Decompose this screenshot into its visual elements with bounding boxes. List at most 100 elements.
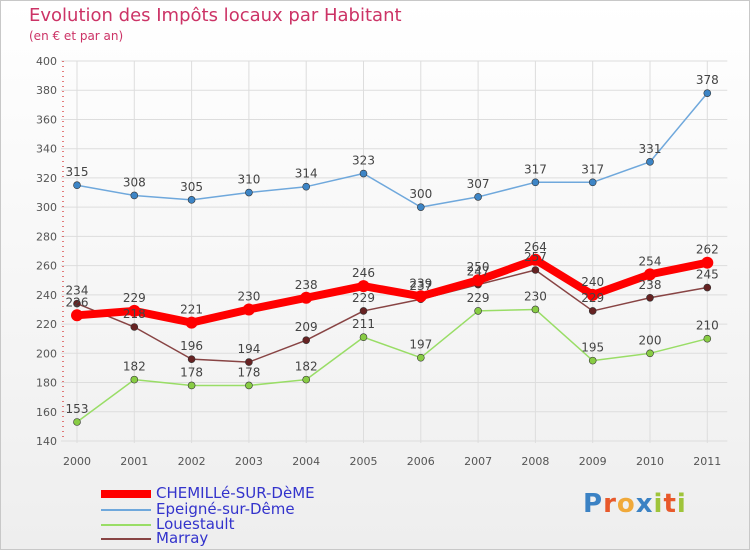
x-tick-label: 2005 [350,455,378,468]
data-label: 197 [409,338,432,352]
data-label: 234 [66,284,89,298]
logo-letter: o [616,489,636,519]
data-point [300,291,313,304]
logo-letter: t [663,489,677,519]
series-line [76,269,708,363]
y-tick-label: 220 [36,318,57,331]
legend-item-chemille: CHEMILLé-SUR-DèME [101,484,315,502]
data-label: 210 [696,319,719,333]
data-label: 323 [352,154,375,168]
x-tick-label: 2003 [235,455,263,468]
legend-label: Louestault [156,515,235,533]
data-point [73,418,81,426]
logo-letter: i [676,489,687,519]
data-label: 229 [352,291,375,305]
y-tick-label: 260 [36,260,57,273]
data-point [187,355,196,363]
data-label: 264 [524,240,547,254]
data-label: 300 [409,187,432,201]
y-tick-label: 340 [36,143,57,156]
x-tick-label: 2009 [579,455,607,468]
data-label: 257 [524,250,547,264]
chart-subtitle: (en € et par an) [29,29,124,43]
x-tick-label: 2002 [178,455,206,468]
data-label: 178 [180,365,203,379]
y-tick-label: 360 [36,113,57,126]
data-point [242,303,255,316]
series-line [76,92,708,208]
data-label: 305 [180,180,203,194]
data-point [187,196,196,204]
y-tick-label: 140 [36,435,57,448]
data-labels: 315 308 305 310 314 323 300 307 317 317 331 378 153 1… [66,73,719,416]
data-point [359,333,368,342]
data-point [187,381,196,390]
data-point [128,304,141,317]
line-chart: 140 160 180 200 220 240 260 280 300 320 340 360 380 4… [36,55,728,468]
legend-label: Epeigné-sur-Dême [156,500,295,518]
data-point [474,307,482,315]
data-label: 229 [581,291,604,305]
data-label: 221 [180,303,203,317]
data-point [646,293,654,302]
data-label: 247 [467,265,490,279]
data-label: 239 [409,276,432,290]
legend-item-marray: Marray [101,529,208,547]
y-tick-label: 180 [36,377,57,390]
data-label: 378 [696,73,719,87]
y-tick-label: 160 [36,406,57,419]
data-label: 211 [352,317,375,331]
data-label: 238 [295,278,318,292]
series-group [71,89,714,426]
logo-letter: P [583,489,604,519]
logo-letter: i [653,489,664,519]
proxiti-logo: Proxiti [583,489,687,519]
data-label: 195 [581,341,604,355]
x-tick-label: 2006 [407,455,435,468]
data-point [416,203,425,211]
data-label: 254 [639,254,662,268]
data-label: 200 [639,333,662,347]
data-label: 250 [467,260,490,274]
data-label: 308 [123,175,146,189]
data-label: 246 [352,266,375,280]
data-point [416,353,425,362]
data-label: 182 [123,360,146,374]
data-label: 153 [66,402,89,416]
series-line [76,308,708,423]
legend-item-louestault: Louestault [101,515,234,533]
x-tick-label: 2007 [464,455,492,468]
data-point [302,336,311,344]
legend-swatch [101,508,151,511]
data-point [302,182,311,191]
data-label: 229 [467,291,490,305]
legend-item-epeigne: Epeigné-sur-Dême [101,500,295,518]
logo-letter: r [603,489,617,519]
x-tick-label: 2001 [120,455,148,468]
data-label: 182 [295,360,318,374]
x-tick-label: 2010 [636,455,664,468]
data-point [302,375,311,384]
data-label: 331 [639,142,662,156]
x-tick-label: 2011 [693,455,721,468]
data-point [130,191,139,200]
y-tick-label: 300 [36,201,57,214]
data-point [73,299,81,308]
data-label: 194 [237,342,260,356]
y-tick-label: 200 [36,347,57,360]
data-point [531,178,540,187]
data-label: 178 [237,365,260,379]
data-point [703,334,712,343]
x-tick-label: 2004 [292,455,320,468]
y-tick-label: 380 [36,84,57,97]
legend-swatch [101,489,151,498]
data-point [474,193,482,201]
data-point [644,268,656,281]
grid [61,60,728,443]
data-label: 315 [66,165,89,179]
data-point [130,323,139,331]
data-label: 237 [409,279,432,293]
y-tick-label: 400 [36,55,57,68]
legend-label: CHEMILLé-SUR-DèME [156,484,315,502]
